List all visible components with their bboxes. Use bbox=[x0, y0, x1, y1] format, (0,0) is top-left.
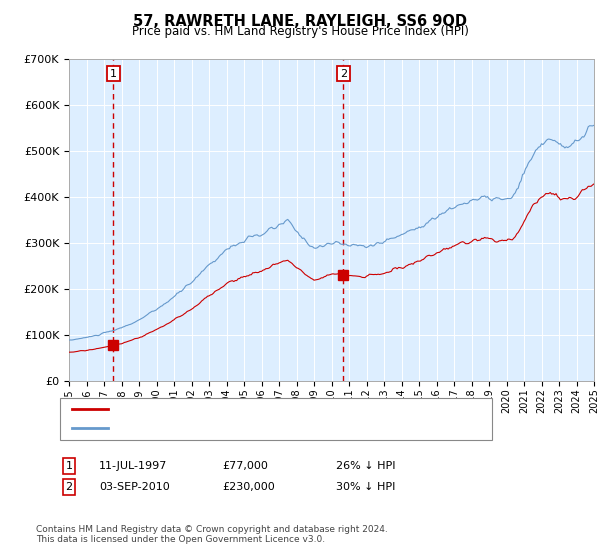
Text: 57, RAWRETH LANE, RAYLEIGH, SS6 9QD (detached house): 57, RAWRETH LANE, RAYLEIGH, SS6 9QD (det… bbox=[114, 404, 420, 414]
Text: Contains HM Land Registry data © Crown copyright and database right 2024.: Contains HM Land Registry data © Crown c… bbox=[36, 525, 388, 534]
Text: 30% ↓ HPI: 30% ↓ HPI bbox=[336, 482, 395, 492]
Text: 1: 1 bbox=[110, 68, 117, 78]
Text: £77,000: £77,000 bbox=[222, 461, 268, 471]
Text: 1: 1 bbox=[65, 461, 73, 471]
Text: 11-JUL-1997: 11-JUL-1997 bbox=[99, 461, 167, 471]
Text: £230,000: £230,000 bbox=[222, 482, 275, 492]
Text: HPI: Average price, detached house, Rochford: HPI: Average price, detached house, Roch… bbox=[114, 423, 353, 433]
Text: 2: 2 bbox=[65, 482, 73, 492]
Text: 2: 2 bbox=[340, 68, 347, 78]
Text: This data is licensed under the Open Government Licence v3.0.: This data is licensed under the Open Gov… bbox=[36, 535, 325, 544]
Text: Price paid vs. HM Land Registry's House Price Index (HPI): Price paid vs. HM Land Registry's House … bbox=[131, 25, 469, 38]
Text: 26% ↓ HPI: 26% ↓ HPI bbox=[336, 461, 395, 471]
Text: 03-SEP-2010: 03-SEP-2010 bbox=[99, 482, 170, 492]
Text: 57, RAWRETH LANE, RAYLEIGH, SS6 9QD: 57, RAWRETH LANE, RAYLEIGH, SS6 9QD bbox=[133, 14, 467, 29]
